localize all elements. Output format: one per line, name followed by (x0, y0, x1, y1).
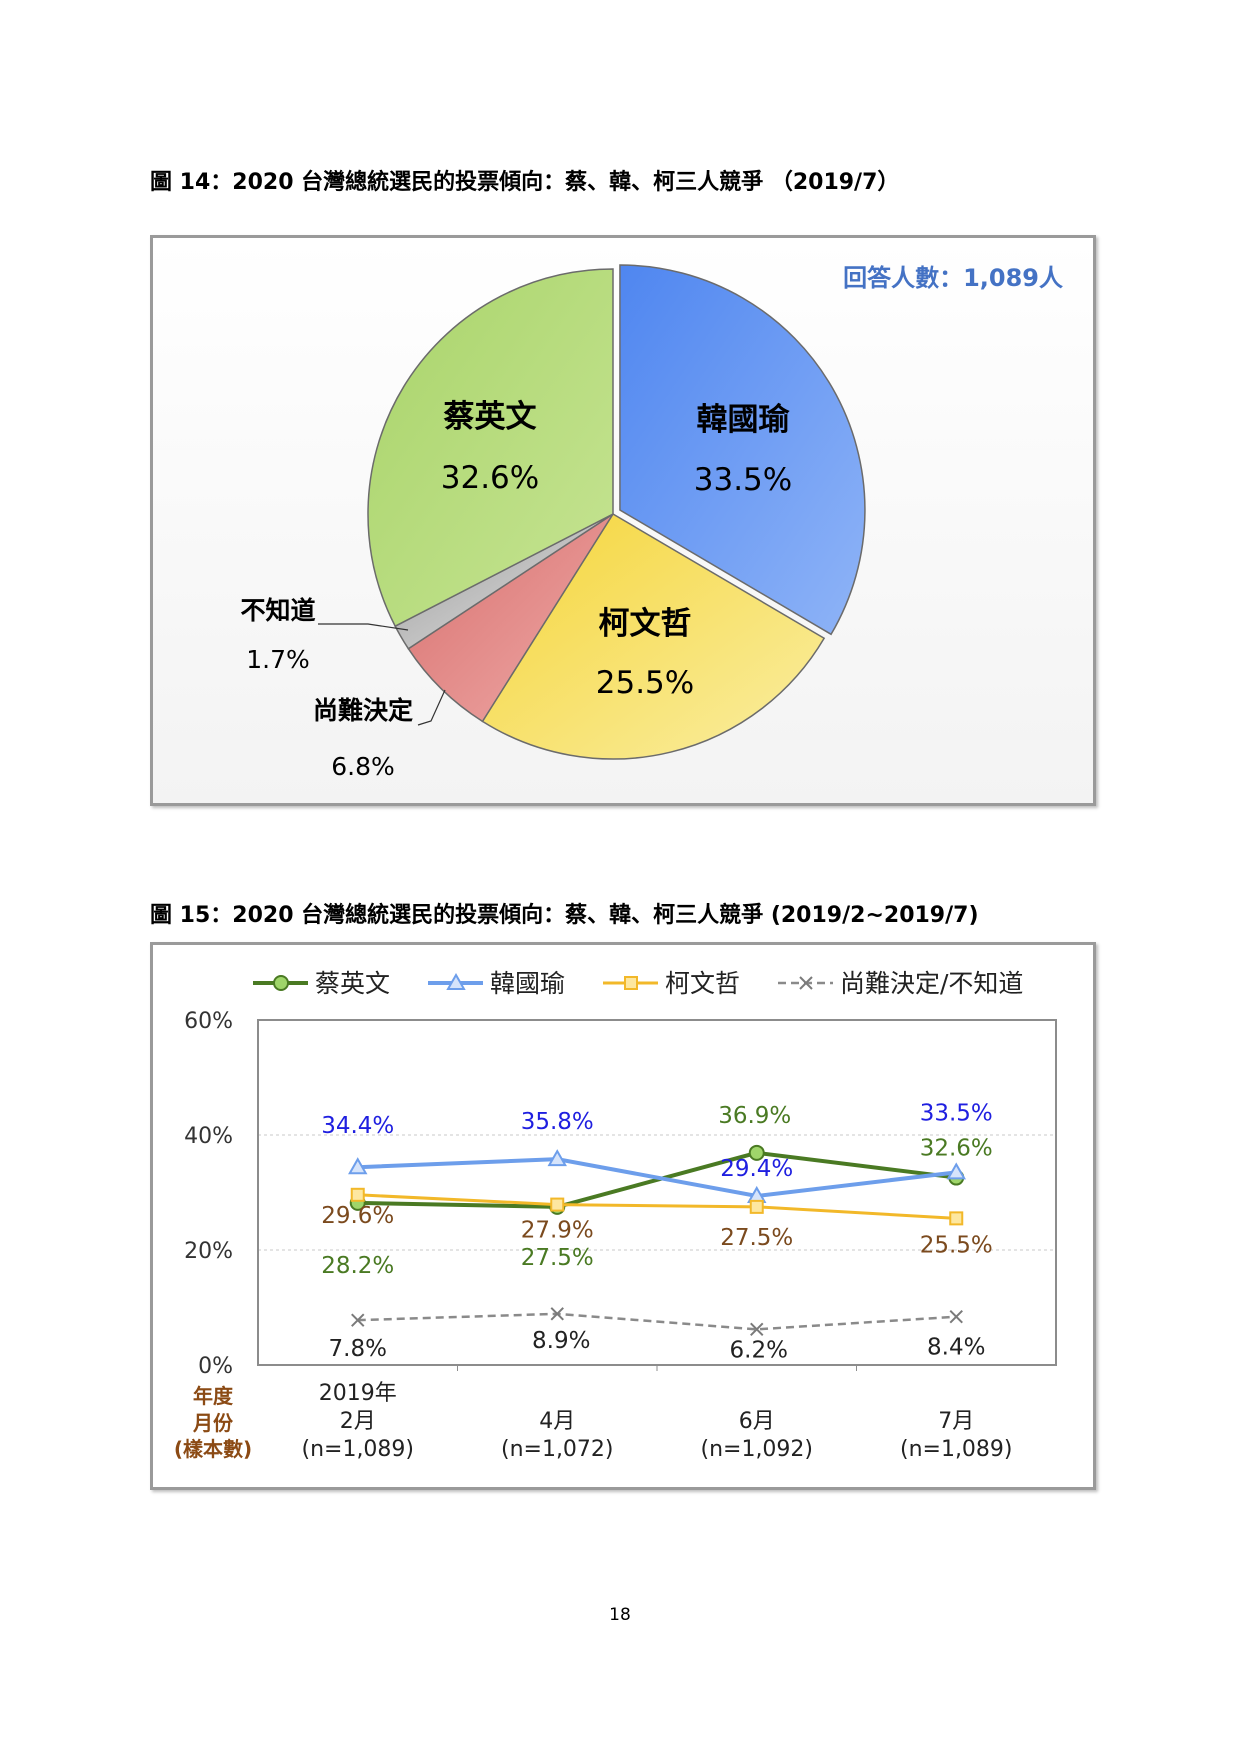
series-line-1 (357, 1157, 957, 1198)
pie-value-2: 6.8% (331, 752, 395, 781)
line-chart-panel: 0% 20% 40% 60% 28.2% 27.5% 36.9% 32.6% 34.4% 35.8… (150, 942, 1096, 1490)
series-2-point-2 (749, 1199, 764, 1214)
series-3-data-label-0: 7.8% (329, 1336, 387, 1362)
legend-marker-1 (446, 972, 466, 990)
pie-value-4: 32.6% (441, 460, 539, 496)
series-2-point-1 (550, 1197, 565, 1212)
series-3-data-label-3: 8.4% (927, 1335, 985, 1361)
x-month-label-3: 7月 (938, 1409, 974, 1434)
pie-value-0: 33.5% (694, 462, 792, 498)
series-1-data-label-2: 29.4% (720, 1156, 793, 1182)
x-sample-label-1: (n=1,072) (501, 1437, 614, 1462)
x-month-label-2: 6月 (739, 1409, 775, 1434)
series-3-point-1 (550, 1307, 564, 1321)
pie-value-3: 1.7% (246, 645, 310, 674)
legend-marker-3 (799, 976, 813, 990)
series-1-point-0 (348, 1157, 368, 1175)
series-0-data-label-3: 32.6% (920, 1136, 993, 1162)
x-sample-label-0: (n=1,089) (301, 1437, 414, 1462)
y-tick-label-2: 40% (184, 1124, 233, 1149)
pie-leader-line-3 (318, 623, 409, 631)
plot-frame (257, 1019, 1057, 1366)
series-1-data-label-0: 34.4% (321, 1113, 394, 1139)
series-3-point-2 (750, 1322, 764, 1337)
pie-chart: 韓國瑜 33.5% 柯文哲 25.5% 尚難決定 6.8% 不知道 1.7% 蔡英文 32.6% 回… (240, 264, 1063, 781)
page-number: 18 (609, 1605, 631, 1625)
series-3-point-3 (949, 1309, 963, 1324)
series-1-data-label-3: 33.5% (920, 1100, 993, 1126)
legend-marker-2 (624, 976, 638, 990)
series-2-data-label-0: 29.6% (321, 1203, 394, 1229)
pie-label-1: 柯文哲 (599, 606, 692, 642)
axis-row-label-2: (樣本數) (174, 1437, 252, 1461)
legend-label-2: 柯文哲 (665, 969, 740, 998)
series-0-data-label-0: 28.2% (321, 1253, 394, 1279)
pie-slice-0 (619, 264, 866, 636)
series-3-point-0 (351, 1313, 365, 1327)
line-chart: 0% 20% 40% 60% 28.2% 27.5% 36.9% 32.6% 34.4% 35.8… (174, 969, 1057, 1462)
series-line-0 (357, 1150, 957, 1209)
series-line-3 (357, 1312, 957, 1331)
x-sample-label-3: (n=1,089) (900, 1437, 1013, 1462)
x-month-label-0: 2月 (340, 1409, 376, 1434)
series-2-data-label-2: 27.5% (720, 1225, 793, 1251)
series-2-point-0 (350, 1187, 365, 1202)
series-line-2 (357, 1193, 957, 1220)
pie-label-3: 不知道 (240, 596, 315, 625)
sample-size-note: 回答人數：1,089人 (843, 264, 1063, 292)
y-tick-label-0: 0% (198, 1354, 233, 1379)
axis-row-label-1: 月份 (192, 1411, 234, 1435)
legend-label-0: 蔡英文 (315, 969, 390, 998)
series-3-data-label-2: 6.2% (730, 1337, 788, 1363)
series-1-point-3 (946, 1162, 966, 1180)
pie-slice-4 (367, 268, 614, 628)
figure15-title: 圖 15：2020 台灣總統選民的投票傾向：蔡、韓、柯三人競爭 (2019/2~… (150, 903, 979, 928)
x-year-label-0: 2019年 (319, 1381, 397, 1406)
series-0-point-2 (748, 1144, 765, 1161)
y-tick-label-3: 60% (184, 1009, 233, 1034)
pie-slice-1 (481, 512, 826, 760)
series-0-data-label-2: 36.9% (718, 1103, 791, 1129)
legend-marker-0 (273, 975, 289, 991)
x-month-label-1: 4月 (539, 1409, 575, 1434)
pie-label-0: 韓國瑜 (697, 402, 791, 438)
series-0-data-label-1: 27.5% (521, 1245, 594, 1271)
figure14-title: 圖 14：2020 台灣總統選民的投票傾向：蔡、韓、柯三人競爭 （2019/7） (150, 170, 900, 195)
y-tick-label-1: 20% (184, 1239, 233, 1264)
pie-leader-line-2 (417, 689, 446, 726)
series-1-point-1 (547, 1149, 567, 1167)
legend: 蔡英文 韓國瑜 柯文哲 尚難決定/不知道 (253, 969, 1023, 998)
legend-label-1: 韓國瑜 (490, 969, 565, 998)
pie-label-2: 尚難決定 (313, 696, 413, 725)
pie-chart-panel: 韓國瑜 33.5% 柯文哲 25.5% 尚難決定 6.8% 不知道 1.7% 蔡英文 32.6% 回… (150, 235, 1096, 806)
pie-label-4: 蔡英文 (444, 399, 537, 435)
axis-row-label-0: 年度 (193, 1384, 234, 1408)
legend-label-3: 尚難決定/不知道 (840, 969, 1023, 998)
series-2-data-label-3: 25.5% (920, 1232, 993, 1258)
pie-slice-2 (407, 513, 614, 723)
x-sample-label-2: (n=1,092) (700, 1437, 813, 1462)
series-2-point-3 (949, 1211, 964, 1226)
series-2-data-label-1: 27.9% (521, 1218, 594, 1244)
pie-value-1: 25.5% (596, 665, 694, 701)
series-3-data-label-1: 8.9% (532, 1328, 590, 1354)
series-1-data-label-1: 35.8% (521, 1109, 594, 1135)
